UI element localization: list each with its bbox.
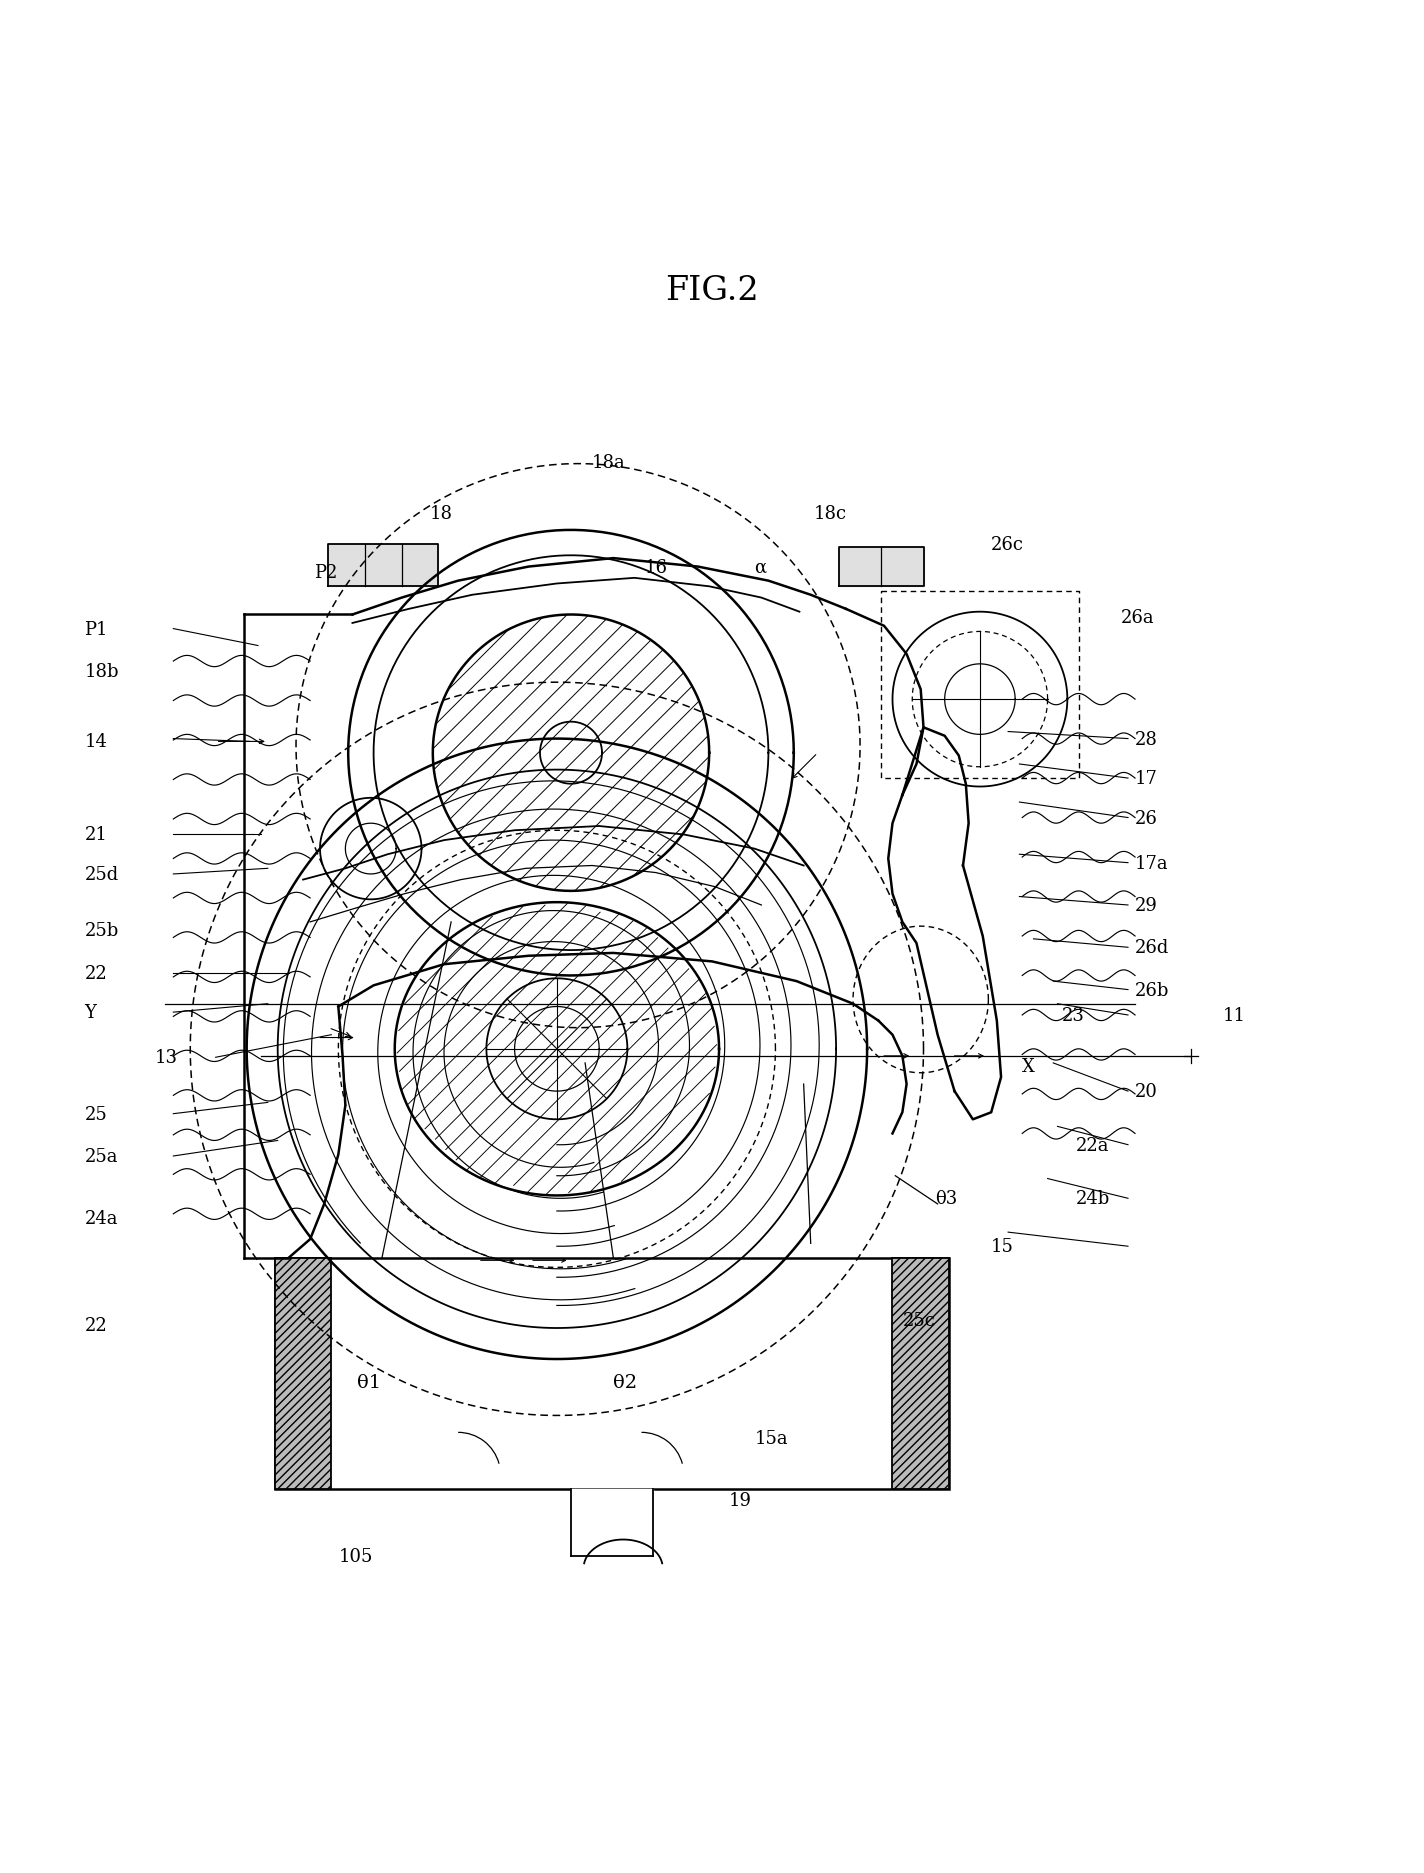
Text: P2: P2 (315, 564, 337, 583)
Text: θ2: θ2 (614, 1373, 638, 1392)
Polygon shape (329, 545, 439, 586)
Text: 22: 22 (84, 965, 107, 981)
Text: 28: 28 (1135, 730, 1158, 747)
Polygon shape (839, 547, 924, 586)
Text: FIG.2: FIG.2 (665, 275, 759, 307)
Text: 26b: 26b (1135, 981, 1169, 998)
Text: 15: 15 (991, 1238, 1014, 1255)
Text: 25d: 25d (84, 865, 118, 884)
Text: 26c: 26c (991, 536, 1024, 554)
Text: α: α (755, 558, 766, 577)
Text: 26a: 26a (1121, 609, 1155, 627)
Text: 17: 17 (1135, 770, 1158, 789)
Text: 18c: 18c (813, 504, 847, 523)
Text: 25: 25 (84, 1105, 107, 1124)
Text: 24a: 24a (84, 1210, 118, 1227)
Text: X: X (1022, 1056, 1035, 1075)
Text: 25c: 25c (903, 1311, 936, 1328)
Text: 16: 16 (644, 558, 668, 577)
Text: 23: 23 (1062, 1006, 1085, 1025)
Text: 18a: 18a (592, 453, 627, 472)
Text: θ1: θ1 (356, 1373, 380, 1392)
Text: 25b: 25b (84, 922, 118, 940)
Bar (275, 1259, 332, 1489)
Bar (893, 1259, 948, 1489)
Text: 11: 11 (1222, 1006, 1246, 1025)
Bar (275, 1259, 948, 1489)
Text: 26d: 26d (1135, 938, 1169, 957)
Text: 13: 13 (155, 1049, 178, 1068)
Text: Y: Y (84, 1004, 97, 1021)
Text: P1: P1 (84, 620, 108, 639)
Text: 14: 14 (84, 732, 107, 751)
Text: 24b: 24b (1075, 1189, 1111, 1208)
Text: 22a: 22a (1075, 1137, 1109, 1154)
Text: 26: 26 (1135, 809, 1158, 828)
Text: 25a: 25a (84, 1148, 118, 1165)
Text: 21: 21 (84, 826, 107, 845)
Text: 19: 19 (729, 1491, 752, 1510)
Text: 18: 18 (430, 504, 453, 523)
Text: 18b: 18b (84, 663, 120, 680)
Text: θ3: θ3 (934, 1189, 957, 1208)
Polygon shape (571, 1489, 652, 1556)
Text: 29: 29 (1135, 897, 1158, 914)
Text: 15a: 15a (755, 1429, 787, 1448)
Text: 20: 20 (1135, 1083, 1158, 1101)
Text: 105: 105 (339, 1547, 373, 1566)
Text: 17a: 17a (1135, 854, 1169, 873)
Text: 22: 22 (84, 1317, 107, 1334)
